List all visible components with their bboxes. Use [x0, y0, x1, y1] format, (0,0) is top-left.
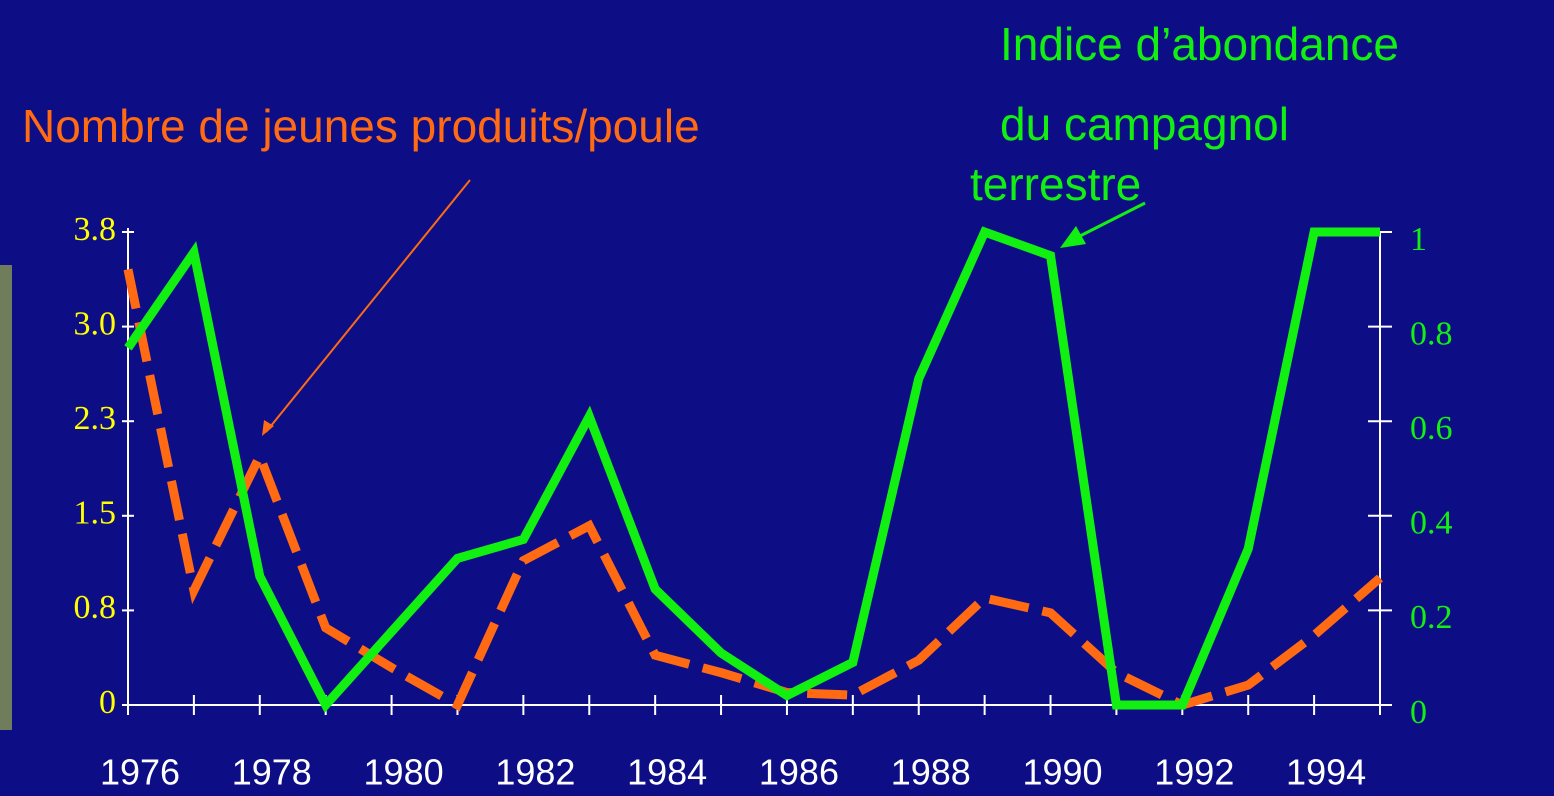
- photo-edge: [0, 265, 12, 730]
- x-tick-label: 1980: [364, 752, 444, 793]
- y2-tick-label: 0: [1410, 694, 1427, 731]
- x-tick-label: 1978: [232, 752, 312, 793]
- x-tick-label: 1990: [1022, 752, 1102, 793]
- y2-tick-label: 0.8: [1410, 315, 1453, 352]
- y-tick-label: 0.8: [74, 589, 117, 626]
- page: Nombre de jeunes produits/poule Indice d…: [0, 0, 1554, 796]
- y-tick-label: 3.0: [74, 305, 117, 342]
- y-tick-label: 0: [99, 684, 116, 721]
- x-tick-label: 1982: [495, 752, 575, 793]
- x-tick-label: 1988: [891, 752, 971, 793]
- x-tick-label: 1976: [100, 752, 180, 793]
- orange-annotation: Nombre de jeunes produits/poule: [22, 100, 700, 152]
- y2-tick-label: 0.6: [1410, 410, 1453, 447]
- y-tick-label: 3.8: [74, 211, 117, 248]
- x-tick-label: 1986: [759, 752, 839, 793]
- y2-tick-label: 1: [1410, 221, 1427, 258]
- green-annotation: Indice d’abondance: [1000, 18, 1399, 70]
- x-tick-label: 1992: [1154, 752, 1234, 793]
- green-annotation: terrestre: [970, 158, 1141, 210]
- green-annotation: du campagnol: [1000, 98, 1289, 150]
- y-tick-label: 1.5: [74, 495, 117, 532]
- x-tick-label: 1994: [1286, 752, 1366, 793]
- chart: Nombre de jeunes produits/poule Indice d…: [0, 0, 1554, 796]
- x-tick-label: 1984: [627, 752, 707, 793]
- y-tick-label: 2.3: [74, 400, 117, 437]
- y2-tick-label: 0.2: [1410, 599, 1453, 636]
- y2-tick-label: 0.4: [1410, 505, 1453, 542]
